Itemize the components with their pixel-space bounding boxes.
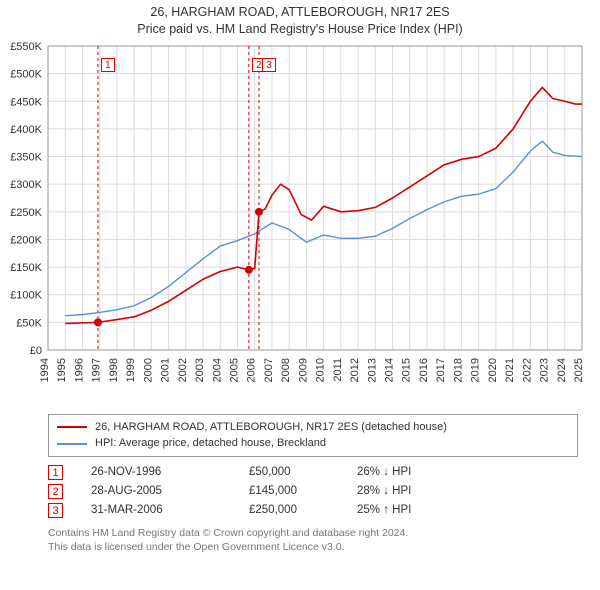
x-tick-label: 2008 — [280, 358, 292, 382]
title-block: 26, HARGHAM ROAD, ATTLEBOROUGH, NR17 2ES… — [0, 0, 600, 38]
x-tick-label: 2010 — [315, 358, 327, 382]
event-badge: 1 — [101, 58, 115, 72]
y-tick-label: £500K — [10, 68, 42, 80]
x-tick-label: 2024 — [556, 358, 568, 382]
x-tick-label: 2014 — [384, 358, 396, 382]
x-tick-label: 2021 — [504, 358, 516, 382]
transaction-badge: 2 — [48, 484, 63, 499]
transaction-delta: 26% ↓ HPI — [357, 466, 411, 478]
transaction-date: 26-NOV-1996 — [91, 466, 221, 478]
x-tick-label: 2011 — [332, 358, 344, 382]
y-tick-label: £300K — [10, 179, 42, 191]
transaction-badge: 1 — [48, 465, 63, 480]
attribution-line2: This data is licensed under the Open Gov… — [48, 540, 578, 554]
transaction-delta: 28% ↓ HPI — [357, 485, 411, 497]
y-tick-label: £50K — [16, 317, 42, 329]
attribution: Contains HM Land Registry data © Crown c… — [48, 526, 578, 554]
x-tick-label: 2005 — [228, 358, 240, 382]
legend-row: 26, HARGHAM ROAD, ATTLEBOROUGH, NR17 2ES… — [57, 419, 569, 436]
x-tick-label: 2018 — [452, 358, 464, 382]
x-tick-label: 2007 — [263, 358, 275, 382]
x-tick-label: 2002 — [177, 358, 189, 382]
transaction-price: £250,000 — [249, 504, 329, 516]
y-tick-label: £550K — [10, 41, 42, 53]
transaction-badge: 3 — [48, 503, 63, 518]
x-tick-label: 1994 — [39, 358, 51, 382]
event-marker — [245, 266, 253, 274]
transaction-price: £50,000 — [249, 466, 329, 478]
legend-swatch — [57, 426, 87, 428]
x-tick-label: 2017 — [435, 358, 447, 382]
event-marker — [94, 318, 102, 326]
transaction-row: 1 26-NOV-1996 £50,000 26% ↓ HPI — [48, 465, 578, 480]
x-tick-label: 2013 — [366, 358, 378, 382]
transaction-row: 2 28-AUG-2005 £145,000 28% ↓ HPI — [48, 484, 578, 499]
y-tick-label: £100K — [10, 289, 42, 301]
x-tick-label: 1999 — [125, 358, 137, 382]
y-tick-label: £400K — [10, 124, 42, 136]
transactions-table: 1 26-NOV-1996 £50,000 26% ↓ HPI 2 28-AUG-2005… — [48, 465, 578, 518]
event-badge: 3 — [262, 58, 276, 72]
transaction-row: 3 31-MAR-2006 £250,000 25% ↑ HPI — [48, 503, 578, 518]
y-tick-label: £350K — [10, 151, 42, 163]
transaction-price: £145,000 — [249, 485, 329, 497]
x-tick-label: 2012 — [349, 358, 361, 382]
y-tick-label: £150K — [10, 262, 42, 274]
x-tick-label: 2009 — [297, 358, 309, 382]
x-tick-label: 1996 — [73, 358, 85, 382]
x-tick-label: 2015 — [401, 358, 413, 382]
legend-swatch — [57, 443, 87, 445]
title-subtitle: Price paid vs. HM Land Registry's House … — [0, 21, 600, 38]
x-tick-label: 2006 — [246, 358, 258, 382]
legend-label: 26, HARGHAM ROAD, ATTLEBOROUGH, NR17 2ES… — [95, 419, 447, 436]
x-tick-label: 2003 — [194, 358, 206, 382]
transaction-date: 28-AUG-2005 — [91, 485, 221, 497]
y-tick-label: £450K — [10, 96, 42, 108]
chart-svg: £0 £50K £100K £150K £200K £250K £300K £350K £400… — [0, 38, 600, 408]
x-tick-label: 2022 — [521, 358, 533, 382]
attribution-line1: Contains HM Land Registry data © Crown c… — [48, 526, 578, 540]
x-tick-label: 1997 — [91, 358, 103, 382]
x-tick-label: 2019 — [470, 358, 482, 382]
x-tick-label: 1995 — [56, 358, 68, 382]
x-tick-label: 2001 — [160, 358, 172, 382]
transaction-delta: 25% ↑ HPI — [357, 504, 411, 516]
title-address: 26, HARGHAM ROAD, ATTLEBOROUGH, NR17 2ES — [0, 4, 600, 21]
event-marker — [255, 208, 263, 216]
chart-container: 26, HARGHAM ROAD, ATTLEBOROUGH, NR17 2ES… — [0, 0, 600, 590]
x-tick-label: 2004 — [211, 358, 223, 382]
x-tick-label: 2016 — [418, 358, 430, 382]
legend: 26, HARGHAM ROAD, ATTLEBOROUGH, NR17 2ES… — [48, 414, 578, 457]
line-chart: £0 £50K £100K £150K £200K £250K £300K £350K £400… — [0, 38, 600, 408]
y-tick-label: £200K — [10, 234, 42, 246]
x-tick-label: 2000 — [142, 358, 154, 382]
x-tick-label: 2025 — [573, 358, 585, 382]
x-tick-label: 1998 — [108, 358, 120, 382]
x-tick-label: 2023 — [539, 358, 551, 382]
y-tick-label: £250K — [10, 207, 42, 219]
legend-label: HPI: Average price, detached house, Brec… — [95, 435, 326, 452]
x-tick-label: 2020 — [487, 358, 499, 382]
y-tick-label: £0 — [30, 345, 42, 357]
transaction-date: 31-MAR-2006 — [91, 504, 221, 516]
legend-row: HPI: Average price, detached house, Brec… — [57, 435, 569, 452]
